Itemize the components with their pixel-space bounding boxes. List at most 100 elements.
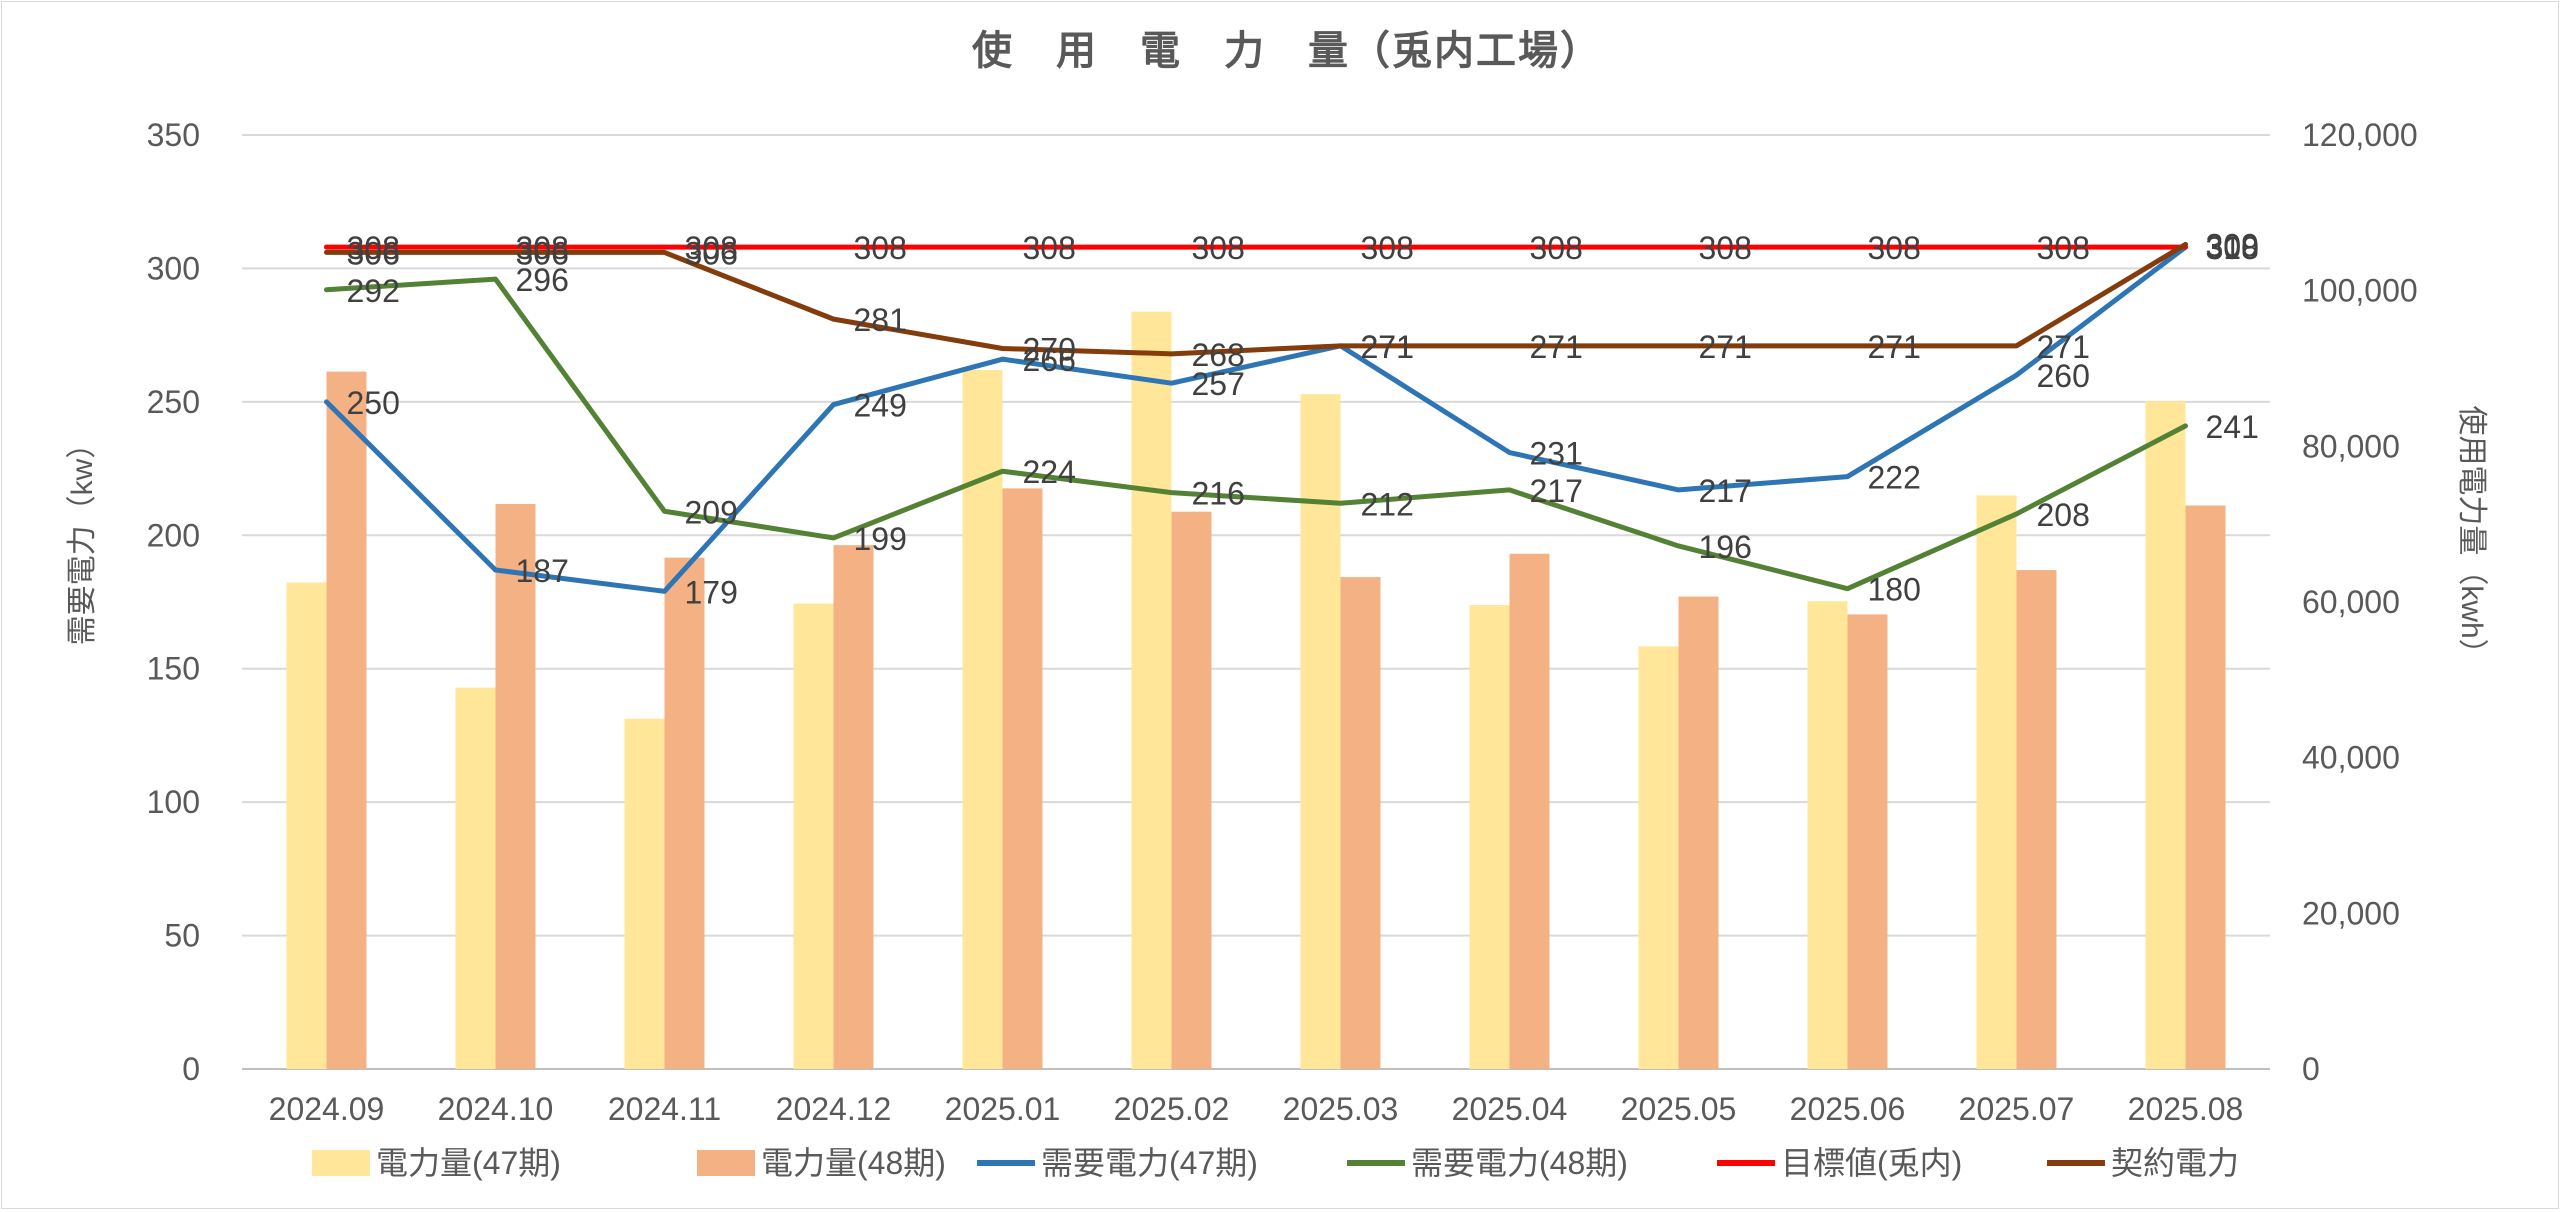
legend-label: 契約電力 [2111, 1145, 2239, 1181]
x-tick-label: 2024.11 [608, 1091, 721, 1127]
x-tick-label: 2025.06 [1790, 1091, 1906, 1127]
data-label: 308 [2037, 230, 2090, 266]
bar [1808, 601, 1848, 1069]
bar [327, 372, 367, 1069]
legend-label: 需要電力(48期) [1411, 1145, 1628, 1181]
data-label: 209 [685, 494, 738, 530]
right-tick-label: 100,000 [2302, 273, 2418, 309]
x-tick-label: 2025.07 [1959, 1091, 2075, 1127]
legend-swatch [312, 1150, 370, 1176]
x-tick-label: 2025.01 [945, 1091, 1061, 1127]
bar [665, 558, 705, 1069]
bar [794, 604, 834, 1069]
data-label: 271 [1699, 329, 1752, 365]
x-tick-label: 2025.04 [1452, 1091, 1568, 1127]
right-tick-label: 60,000 [2302, 584, 2400, 620]
data-label: 268 [1192, 337, 1245, 373]
data-label: 281 [854, 302, 907, 338]
data-label: 199 [854, 521, 907, 557]
data-label: 308 [1699, 230, 1752, 266]
left-tick-label: 200 [147, 517, 200, 553]
left-axis-title: 需要電力（kw） [66, 429, 99, 646]
chart-title: 使 用 電 力 量（兎内工場） [972, 29, 1602, 73]
data-label: 249 [854, 388, 907, 424]
bar [1470, 605, 1510, 1069]
bar [2146, 401, 2186, 1069]
data-label: 308 [854, 230, 907, 266]
data-label: 306 [516, 235, 569, 271]
bar [1003, 488, 1043, 1069]
data-label: 216 [1192, 476, 1245, 512]
x-tick-label: 2024.09 [269, 1091, 385, 1127]
left-tick-label: 350 [147, 117, 200, 153]
x-tick-label: 2025.02 [1114, 1091, 1230, 1127]
legend-label: 目標値(兎内) [1781, 1145, 1962, 1181]
bar [2017, 570, 2057, 1069]
bar [456, 688, 496, 1069]
right-tick-label: 20,000 [2302, 895, 2400, 931]
data-label: 308 [1361, 230, 1414, 266]
data-label: 271 [2037, 329, 2090, 365]
bar [1132, 312, 1172, 1069]
lines [326, 244, 2185, 591]
legend-label: 電力量(47期) [376, 1145, 561, 1181]
bar [1977, 495, 2017, 1069]
data-label: 241 [2206, 409, 2259, 445]
bar [1848, 614, 1888, 1069]
bar [1639, 646, 1679, 1069]
data-label: 208 [2037, 497, 2090, 533]
series-line [327, 247, 2186, 591]
bar [1301, 394, 1341, 1069]
x-tick-label: 2025.05 [1621, 1091, 1737, 1127]
left-tick-label: 100 [147, 784, 200, 820]
bar [1172, 512, 1212, 1069]
legend-label: 需要電力(47期) [1041, 1145, 1258, 1181]
left-tick-label: 250 [147, 384, 200, 420]
right-tick-label: 40,000 [2302, 740, 2400, 776]
left-tick-label: 50 [164, 918, 200, 954]
data-label: 271 [1868, 329, 1921, 365]
left-tick-label: 0 [182, 1051, 200, 1087]
x-tick-label: 2024.12 [776, 1091, 892, 1127]
bar [834, 545, 874, 1069]
right-tick-label: 120,000 [2302, 117, 2418, 153]
data-label: 308 [1868, 230, 1921, 266]
data-label: 222 [1868, 460, 1921, 496]
data-label: 179 [685, 574, 738, 610]
legend-label: 電力量(48期) [761, 1145, 946, 1181]
data-label: 250 [347, 385, 400, 421]
bar [1341, 577, 1381, 1069]
data-label: 308 [1023, 230, 1076, 266]
data-label: 224 [1023, 454, 1076, 490]
data-label: 308 [1192, 230, 1245, 266]
data-label: 217 [1699, 473, 1752, 509]
right-axis-title: 使用電力量（kwh） [2455, 405, 2488, 668]
bar [1679, 597, 1719, 1069]
data-label: 187 [516, 553, 569, 589]
data-label: 309 [2206, 227, 2259, 263]
data-label: 217 [1530, 473, 1583, 509]
right-axis-ticks: 0 20,000 40,000 60,000 80,000 100,000 120,000 [2302, 117, 2418, 1087]
bar [2186, 505, 2226, 1069]
bar [625, 719, 665, 1069]
data-label: 306 [347, 235, 400, 271]
data-label: 270 [1023, 331, 1076, 367]
data-label: 271 [1530, 329, 1583, 365]
x-tick-label: 2025.08 [2128, 1091, 2244, 1127]
data-label: 196 [1699, 529, 1752, 565]
x-tick-label: 2024.10 [438, 1091, 554, 1127]
data-label: 271 [1361, 329, 1414, 365]
bar [287, 583, 327, 1069]
data-label: 180 [1868, 572, 1921, 608]
data-label: 231 [1530, 436, 1583, 472]
right-tick-label: 80,000 [2302, 428, 2400, 464]
left-tick-label: 300 [147, 250, 200, 286]
legend-swatch [697, 1150, 755, 1176]
legend: 電力量(47期) 電力量(48期) 需要電力(47期) 需要電力(48期) 目標値(兎内… [312, 1145, 2239, 1181]
series-line [327, 279, 2186, 589]
right-tick-label: 0 [2302, 1051, 2320, 1087]
data-label: 308 [1530, 230, 1583, 266]
